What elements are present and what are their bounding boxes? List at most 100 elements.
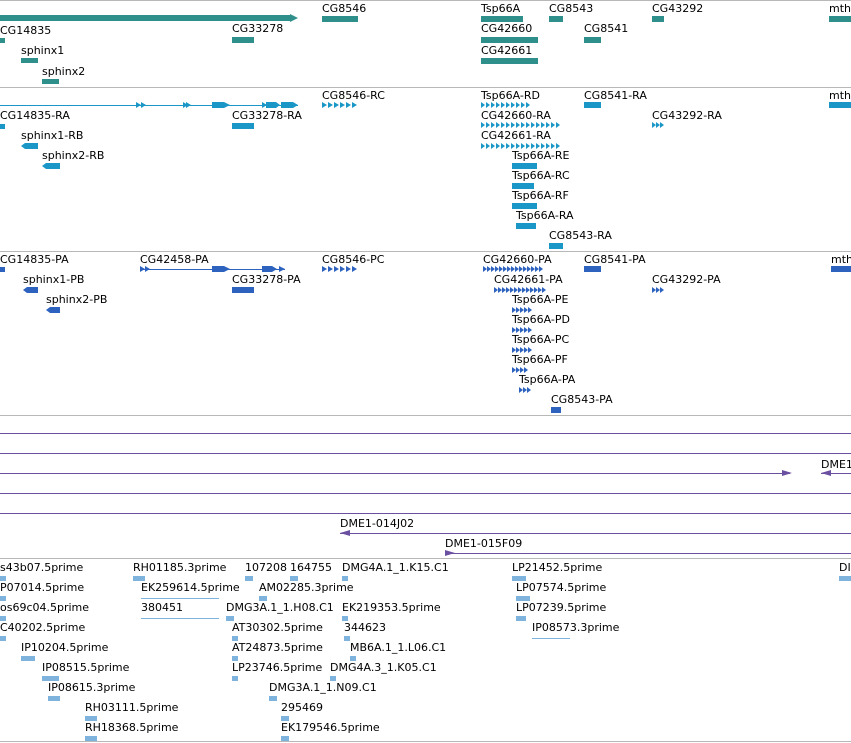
est-bar[interactable]: [290, 576, 298, 581]
est-bar[interactable]: [0, 636, 6, 641]
transcript-label[interactable]: Tsp66A-RA: [516, 209, 574, 222]
est-label[interactable]: IP08515.5prime: [42, 661, 130, 674]
est-label[interactable]: LP21452.5prime: [512, 561, 603, 574]
est-label[interactable]: DMG3A.1_1.N09.C1: [269, 681, 377, 694]
est-bar[interactable]: [21, 656, 35, 661]
protein-label[interactable]: CG14835-PA: [0, 253, 69, 266]
gene-bar[interactable]: [0, 15, 290, 21]
clone-line[interactable]: [0, 513, 851, 514]
est-label[interactable]: RH01185.3prime: [133, 561, 227, 574]
est-bar[interactable]: [0, 596, 6, 601]
est-bar[interactable]: [0, 616, 6, 621]
transcript-bar[interactable]: [584, 102, 601, 108]
gene-label[interactable]: Tsp66A: [481, 2, 521, 15]
gene-label[interactable]: CG8543: [549, 2, 594, 15]
est-label[interactable]: EK259614.5prime: [141, 581, 240, 594]
transcript-label[interactable]: Tsp66A-RE: [512, 149, 570, 162]
transcript-label[interactable]: mth: [829, 89, 851, 102]
protein-label[interactable]: Tsp66A-PC: [512, 333, 570, 346]
est-bar[interactable]: [269, 696, 277, 701]
gene-bar[interactable]: [481, 37, 538, 43]
clone-label[interactable]: DME1: [821, 458, 851, 471]
clone-line[interactable]: [821, 473, 851, 474]
transcript-bar[interactable]: [829, 102, 851, 108]
clone-line[interactable]: [340, 533, 851, 534]
est-label[interactable]: C40202.5prime: [0, 621, 86, 634]
est-label[interactable]: DMG4A.1_1.K15.C1: [342, 561, 449, 574]
gene-label[interactable]: CG33278: [232, 22, 284, 35]
est-label[interactable]: DMG4A.3_1.K05.C1: [330, 661, 437, 674]
est-bar[interactable]: [48, 696, 60, 701]
est-bar[interactable]: [232, 676, 238, 681]
clone-line[interactable]: [0, 493, 851, 494]
est-line[interactable]: [532, 638, 570, 639]
est-bar[interactable]: [85, 716, 97, 721]
est-label[interactable]: AM02285.3prime: [259, 581, 354, 594]
gene-bar[interactable]: [322, 16, 358, 22]
est-label[interactable]: 107208: [245, 561, 287, 574]
est-bar[interactable]: [344, 636, 350, 641]
transcript-label[interactable]: CG8541-RA: [584, 89, 647, 102]
est-label[interactable]: MB6A.1_1.L06.C1: [350, 641, 447, 654]
transcript-label[interactable]: CG33278-RA: [232, 109, 302, 122]
est-bar[interactable]: [342, 576, 348, 581]
transcript-label[interactable]: CG8543-RA: [549, 229, 612, 242]
transcript-bar[interactable]: [232, 123, 254, 129]
protein-bar[interactable]: [584, 266, 601, 272]
protein-label[interactable]: Tsp66A-PD: [512, 313, 570, 326]
protein-label[interactable]: CG43292-PA: [652, 273, 721, 286]
est-bar[interactable]: [330, 676, 336, 681]
gene-label[interactable]: CG42661: [481, 44, 533, 57]
est-bar[interactable]: [85, 736, 97, 741]
protein-label[interactable]: Tsp66A-PF: [512, 353, 568, 366]
transcript-bar[interactable]: [549, 243, 563, 249]
transcript-label[interactable]: Tsp66A-RD: [481, 89, 540, 102]
transcript-label[interactable]: Tsp66A-RC: [512, 169, 570, 182]
est-label[interactable]: RH18368.5prime: [85, 721, 179, 734]
est-label[interactable]: AT24873.5prime: [232, 641, 323, 654]
est-label[interactable]: 344623: [344, 621, 386, 634]
est-label[interactable]: 295469: [281, 701, 323, 714]
gene-label[interactable]: mth: [829, 2, 851, 15]
est-line[interactable]: [141, 598, 219, 599]
protein-bar[interactable]: [831, 266, 851, 272]
transcript-label[interactable]: Tsp66A-RF: [512, 189, 569, 202]
est-bar[interactable]: [839, 576, 851, 581]
est-bar[interactable]: [133, 576, 145, 581]
gene-bar[interactable]: [829, 16, 851, 22]
clone-line[interactable]: [0, 453, 851, 454]
protein-label[interactable]: CG42661-PA: [494, 273, 563, 286]
protein-label[interactable]: CG42660-PA: [483, 253, 552, 266]
gene-label[interactable]: CG8546: [322, 2, 367, 15]
protein-bar[interactable]: [0, 267, 5, 272]
protein-label[interactable]: Tsp66A-PA: [519, 373, 576, 386]
gene-bar[interactable]: [584, 37, 601, 43]
protein-label[interactable]: CG8546-PC: [322, 253, 385, 266]
est-bar[interactable]: [281, 716, 289, 721]
est-label[interactable]: EK219353.5prime: [342, 601, 441, 614]
est-label[interactable]: IP10204.5prime: [21, 641, 109, 654]
clone-label[interactable]: DME1-014J02: [340, 517, 415, 530]
est-label[interactable]: 164755: [290, 561, 332, 574]
transcript-label[interactable]: CG14835-RA: [0, 109, 70, 122]
est-bar[interactable]: [350, 656, 356, 661]
protein-label[interactable]: mth: [831, 253, 851, 266]
gene-bar[interactable]: [232, 37, 254, 43]
est-label[interactable]: os69c04.5prime: [0, 601, 90, 614]
est-label[interactable]: s43b07.5prime: [0, 561, 84, 574]
clone-line[interactable]: [0, 473, 790, 474]
est-bar[interactable]: [245, 576, 253, 581]
est-bar[interactable]: [0, 576, 6, 581]
gene-label[interactable]: sphinx1: [21, 44, 65, 57]
gene-bar[interactable]: [481, 16, 523, 22]
transcript-label[interactable]: CG42661-RA: [481, 129, 551, 142]
est-bar[interactable]: [232, 636, 238, 641]
gene-label[interactable]: CG14835: [0, 24, 52, 37]
gene-bar[interactable]: [481, 58, 538, 64]
gene-label[interactable]: CG43292: [652, 2, 704, 15]
gene-bar[interactable]: [549, 16, 563, 22]
est-label[interactable]: DI: [839, 561, 851, 574]
est-label[interactable]: IP08615.3prime: [48, 681, 136, 694]
gene-bar[interactable]: [21, 58, 38, 63]
est-label[interactable]: P07014.5prime: [0, 581, 85, 594]
